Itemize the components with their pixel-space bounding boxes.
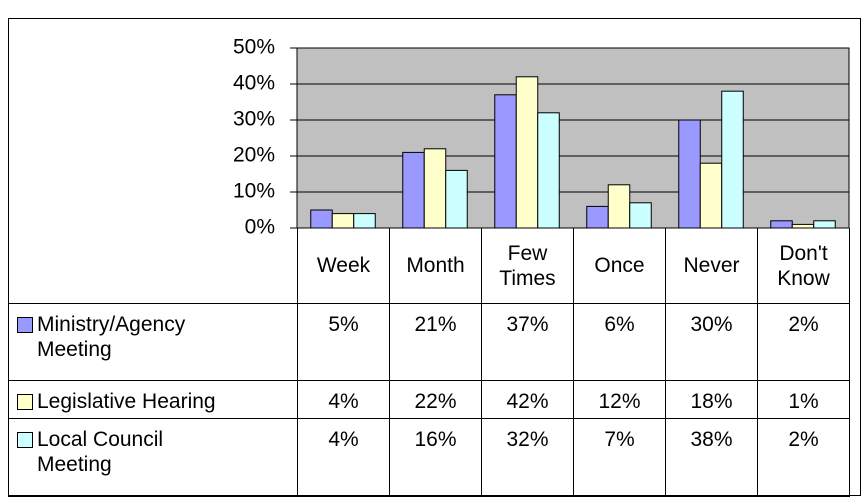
legend-label: Local Council Meeting <box>37 428 164 476</box>
y-tick-label: 50% <box>233 36 275 59</box>
plot-area <box>296 47 850 229</box>
chart-frame <box>8 18 861 496</box>
bar <box>353 213 376 229</box>
bar <box>402 151 425 229</box>
bar <box>537 112 560 229</box>
value-label: 32% <box>481 418 574 497</box>
value-label: 4% <box>297 380 390 419</box>
bar <box>813 220 836 229</box>
legend-entry: Local Council Meeting <box>8 418 298 497</box>
value-label: 7% <box>573 418 666 497</box>
value-label: 2% <box>757 303 850 381</box>
value-label: 18% <box>665 380 758 419</box>
y-tick-label: 10% <box>233 180 275 203</box>
value-label: 42% <box>481 380 574 419</box>
category-label: Few Times <box>481 228 574 304</box>
value-label: 38% <box>665 418 758 497</box>
bar <box>770 220 793 229</box>
value-label: 22% <box>389 380 482 419</box>
value-label: 4% <box>297 418 390 497</box>
category-label: Week <box>297 228 390 304</box>
value-label: 37% <box>481 303 574 381</box>
value-label: 16% <box>389 418 482 497</box>
bar <box>721 90 744 229</box>
value-label: 2% <box>757 418 850 497</box>
value-label: 12% <box>573 380 666 419</box>
y-tick-label: 30% <box>233 108 275 131</box>
legend-entry: Legislative Hearing <box>8 380 298 419</box>
category-label: Once <box>573 228 666 304</box>
legend-entry: Ministry/Agency Meeting <box>8 303 298 381</box>
legend-key <box>17 432 33 448</box>
value-label: 30% <box>665 303 758 381</box>
value-label: 21% <box>389 303 482 381</box>
legend-key <box>17 394 33 410</box>
y-tick-label: 20% <box>233 144 275 167</box>
y-tick-label: 0% <box>245 216 275 239</box>
bar <box>445 169 468 229</box>
category-label: Don't Know <box>757 228 850 304</box>
bar <box>423 148 447 229</box>
bar <box>494 94 517 229</box>
bar <box>331 213 355 229</box>
legend-label: Ministry/Agency Meeting <box>37 313 186 361</box>
y-tick-label: 40% <box>233 72 275 95</box>
bar <box>699 162 723 229</box>
legend-key <box>17 317 33 333</box>
value-label: 5% <box>297 303 390 381</box>
value-label: 1% <box>757 380 850 419</box>
bar <box>515 76 539 229</box>
value-label: 6% <box>573 303 666 381</box>
bar <box>586 205 609 229</box>
bar <box>310 209 333 229</box>
bar <box>678 119 701 229</box>
category-label: Month <box>389 228 482 304</box>
legend-label: Legislative Hearing <box>37 390 216 413</box>
bar <box>607 184 631 229</box>
bar <box>629 202 652 229</box>
category-label: Never <box>665 228 758 304</box>
